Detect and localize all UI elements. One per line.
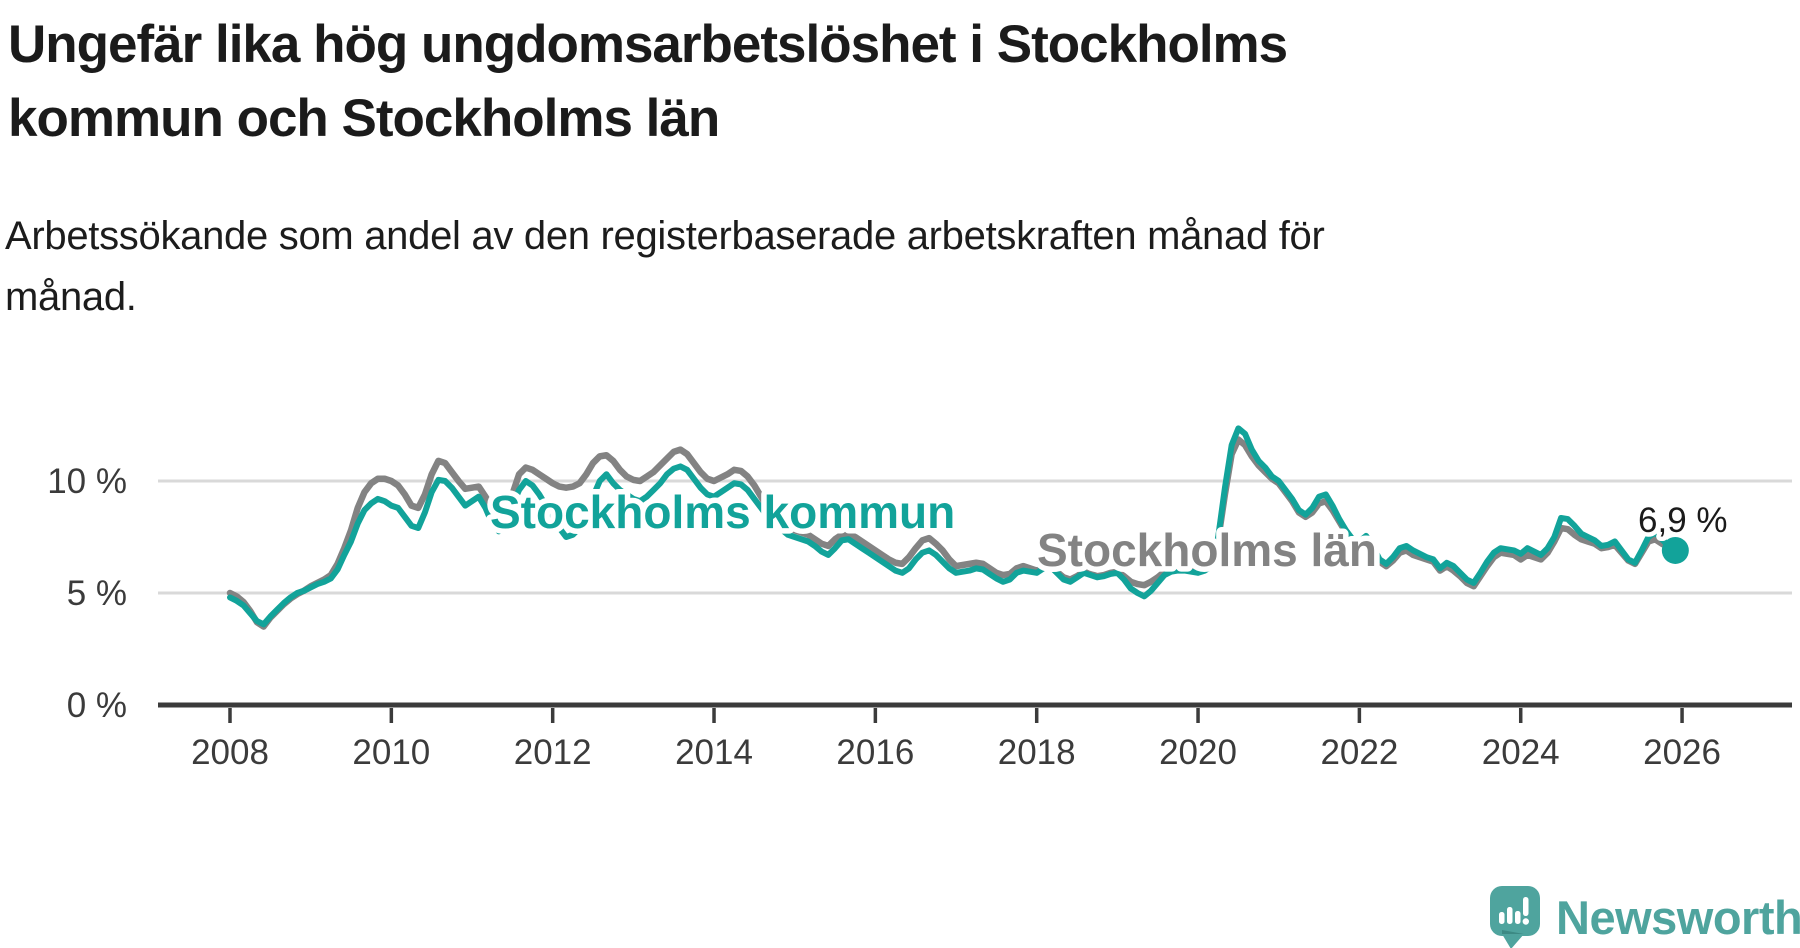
x-tick-label: 2010 [352,733,430,772]
end-point-dot [1661,536,1689,564]
x-tick-label: 2014 [675,733,753,772]
series-label-stockholms-lan: Stockholms län [1037,524,1377,576]
x-tick-label: 2012 [514,733,592,772]
page-title: Ungefär lika hög ungdomsarbetslöshet i S… [8,8,1288,156]
axis-labels: 2008 2010 2012 2014 2016 2018 2020 2022 2024 2026… [47,462,1721,772]
title-line-2: kommun och Stockholms län [8,89,720,148]
x-tick-label: 2024 [1482,733,1560,772]
series-line-stockholms-kommun [227,425,1679,628]
subtitle-line-1: Arbetssökande som andel av den registerb… [5,214,1325,258]
x-tick-label: 2026 [1643,733,1721,772]
newsworthy-logo-icon [1490,886,1540,948]
x-tick-label: 2022 [1320,733,1398,772]
subtitle-line-2: månad. [5,275,137,319]
y-tick-label: 5 % [67,574,127,613]
y-tick-label: 0 % [67,686,127,725]
y-tick-label: 10 % [47,462,127,501]
chart-subtitle: Arbetssökande som andel av den registerb… [5,206,1325,328]
x-tick-label: 2016 [836,733,914,772]
title-line-1: Ungefär lika hög ungdomsarbetslöshet i S… [8,15,1288,74]
series-label-stockholms-kommun: Stockholms kommun [490,486,955,538]
x-tick-label: 2008 [191,733,269,772]
x-axis [158,702,1792,723]
x-tick-label: 2020 [1159,733,1237,772]
brand-wordmark: Newsworthy [1556,891,1800,944]
end-value-label: 6,9 % [1638,501,1728,540]
x-tick-label: 2018 [998,733,1076,772]
